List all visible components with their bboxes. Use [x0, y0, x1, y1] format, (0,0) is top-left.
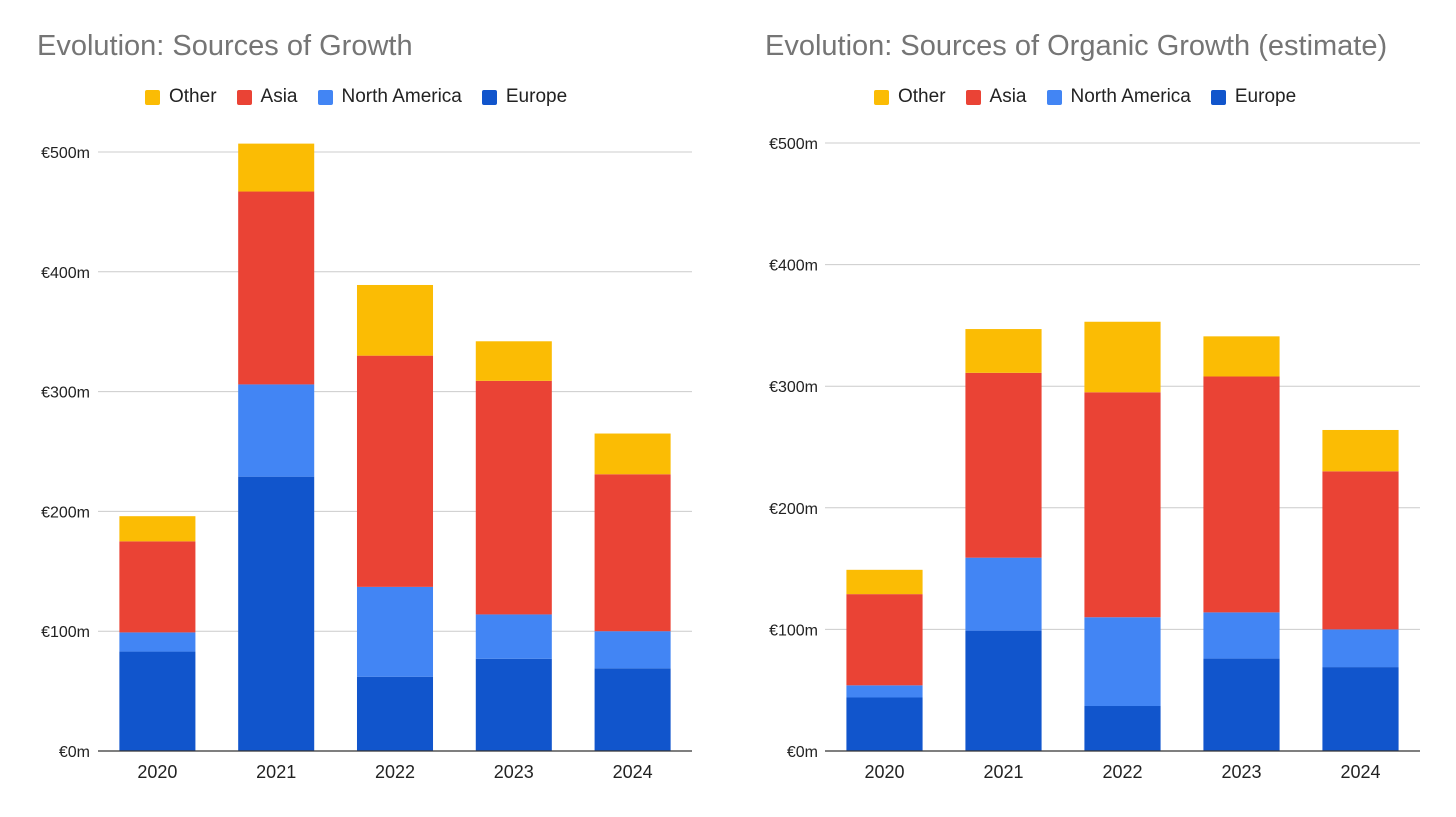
bar-north-america-2023 — [475, 614, 552, 659]
legend-item-north-america: North America — [1046, 86, 1191, 108]
legend-label-asia: Asia — [989, 86, 1027, 107]
legend-swatch-europe — [1210, 89, 1226, 105]
y-tick-label: €100m — [41, 624, 90, 641]
chart-title: Evolution: Sources of Growth — [37, 30, 413, 62]
bar-north-america-2024 — [594, 631, 671, 669]
bar-north-america-2023 — [1203, 612, 1280, 659]
y-tick-label: €400m — [41, 265, 90, 282]
bar-europe-2023 — [475, 658, 552, 751]
legend-item-europe: Europe — [481, 86, 568, 108]
x-tick-label: 2023 — [494, 762, 534, 782]
bar-other-2020 — [846, 569, 923, 595]
bar-other-2024 — [1322, 429, 1399, 472]
bar-other-2022 — [356, 284, 434, 356]
y-tick-label: €400m — [769, 258, 818, 275]
bar-other-2022 — [1084, 321, 1161, 393]
bar-europe-2022 — [1084, 706, 1161, 751]
bar-other-2021 — [238, 143, 315, 192]
y-tick-label: €200m — [769, 501, 818, 518]
x-tick-label: 2020 — [137, 762, 177, 782]
x-tick-label: 2024 — [1340, 762, 1380, 782]
x-tick-label: 2021 — [983, 762, 1023, 782]
legend-item-other: Other — [145, 86, 217, 108]
y-tick-label: €0m — [59, 744, 90, 761]
bar-north-america-2021 — [238, 384, 315, 477]
chart-sources-of-growth: Evolution: Sources of Growth Other Asia … — [37, 30, 692, 782]
y-tick-label: €500m — [769, 136, 818, 153]
bar-asia-2020 — [119, 541, 196, 633]
bar-europe-2022 — [356, 676, 434, 751]
legend-label-other: Other — [169, 86, 217, 107]
x-tick-label: 2022 — [1102, 762, 1142, 782]
bar-north-america-2022 — [1084, 617, 1161, 707]
bar-europe-2021 — [965, 630, 1042, 751]
bar-north-america-2022 — [356, 586, 434, 677]
bar-other-2023 — [475, 341, 552, 381]
legend-label-asia: Asia — [260, 86, 298, 107]
bar-other-2023 — [1203, 336, 1280, 377]
bar-north-america-2020 — [119, 632, 196, 652]
chart-legend: Other Asia North America Europe — [145, 86, 587, 108]
bar-north-america-2024 — [1322, 629, 1399, 668]
y-tick-label: €0m — [787, 744, 818, 761]
legend-swatch-asia — [965, 89, 981, 105]
bar-north-america-2020 — [846, 685, 923, 698]
legend-swatch-other — [145, 89, 160, 105]
bar-europe-2023 — [1203, 658, 1280, 751]
bar-other-2024 — [594, 433, 671, 475]
bar-asia-2021 — [965, 372, 1042, 558]
legend-label-europe: Europe — [1234, 86, 1297, 107]
y-tick-label: €200m — [41, 504, 90, 521]
y-tick-label: €100m — [769, 622, 818, 639]
legend-swatch-north-america — [1046, 89, 1062, 105]
bar-asia-2023 — [1203, 376, 1280, 613]
chart-title: Evolution: Sources of Organic Growth (es… — [765, 30, 1388, 62]
legend-label-north-america: North America — [1070, 86, 1191, 107]
legend-item-north-america: North America — [317, 86, 462, 108]
chart-sources-of-organic-growth: Evolution: Sources of Organic Growth (es… — [728, 0, 1456, 817]
x-tick-label: 2020 — [864, 762, 904, 782]
legend-swatch-asia — [236, 89, 252, 105]
chart-plot-area: €0m €100m €200m €300m €400m €500m 2020 2021 2022… — [769, 136, 1420, 782]
bar-europe-2020 — [119, 651, 196, 751]
bar-europe-2024 — [1322, 667, 1399, 751]
bar-europe-2024 — [594, 668, 671, 751]
x-tick-label: 2024 — [613, 762, 653, 782]
bar-north-america-2021 — [965, 557, 1042, 631]
chart-legend: Other Asia North America Europe — [874, 86, 1316, 108]
legend-item-asia: Asia — [236, 86, 298, 108]
bar-asia-2022 — [1084, 392, 1161, 618]
x-tick-label: 2023 — [1221, 762, 1261, 782]
x-tick-label: 2022 — [375, 762, 415, 782]
chart-plot-area: €0m €100m €200m €300m €400m €500m 2020 2021 2022… — [41, 143, 692, 782]
bar-other-2021 — [965, 329, 1042, 373]
bar-asia-2021 — [238, 191, 315, 385]
y-tick-label: €500m — [41, 145, 90, 162]
bar-asia-2020 — [846, 594, 923, 686]
legend-item-asia: Asia — [965, 86, 1027, 108]
y-tick-label: €300m — [41, 385, 90, 402]
y-tick-label: €300m — [769, 379, 818, 396]
legend-label-europe: Europe — [505, 86, 568, 107]
bar-europe-2020 — [846, 697, 923, 751]
x-tick-label: 2021 — [256, 762, 296, 782]
bar-asia-2022 — [356, 355, 434, 587]
legend-swatch-north-america — [317, 89, 333, 105]
bar-asia-2024 — [1322, 471, 1399, 630]
bar-asia-2023 — [475, 380, 552, 615]
bar-asia-2024 — [594, 474, 671, 632]
legend-label-other: Other — [898, 86, 946, 107]
legend-label-north-america: North America — [341, 86, 462, 107]
legend-item-europe: Europe — [1210, 86, 1297, 108]
legend-swatch-other — [874, 89, 889, 105]
legend-item-other: Other — [874, 86, 946, 108]
bar-europe-2021 — [238, 476, 315, 751]
legend-swatch-europe — [481, 89, 497, 105]
bar-other-2020 — [119, 516, 196, 542]
